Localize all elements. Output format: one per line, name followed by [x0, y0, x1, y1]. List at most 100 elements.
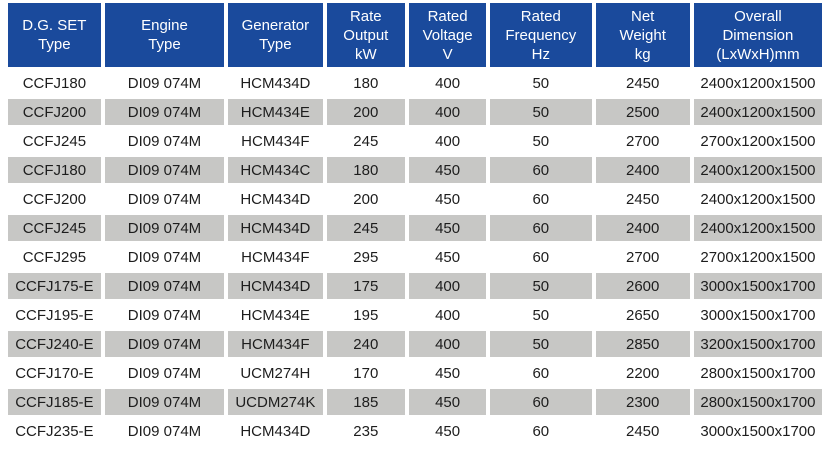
cell-rate-output: 245 [326, 128, 406, 154]
cell-overall-dimension: 2400x1200x1500 [693, 70, 822, 96]
cell-rated-frequency: 50 [490, 302, 592, 328]
cell-rated-voltage: 450 [409, 186, 487, 212]
cell-engine-type: DI09 074M [104, 157, 225, 183]
table-row: CCFJ175-E DI09 074M HCM434D 175 400 50 2… [8, 273, 822, 299]
cell-overall-dimension: 2400x1200x1500 [693, 186, 822, 212]
cell-generator-type: HCM434D [228, 186, 323, 212]
cell-overall-dimension: 2400x1200x1500 [693, 157, 822, 183]
cell-net-weight: 2400 [595, 157, 690, 183]
cell-overall-dimension: 2800x1500x1700 [693, 389, 822, 415]
header-row: D.G. SET Type Engine Type Generator Type… [8, 3, 822, 67]
cell-net-weight: 2300 [595, 389, 690, 415]
column-header-engine-type: Engine Type [104, 3, 225, 67]
cell-generator-type: HCM434F [228, 331, 323, 357]
cell-rate-output: 195 [326, 302, 406, 328]
cell-rated-voltage: 400 [409, 331, 487, 357]
cell-engine-type: DI09 074M [104, 331, 225, 357]
cell-net-weight: 2400 [595, 215, 690, 241]
cell-net-weight: 2450 [595, 418, 690, 444]
cell-rated-frequency: 60 [490, 186, 592, 212]
cell-rate-output: 235 [326, 418, 406, 444]
cell-overall-dimension: 3000x1500x1700 [693, 302, 822, 328]
cell-engine-type: DI09 074M [104, 99, 225, 125]
cell-rate-output: 295 [326, 244, 406, 270]
cell-engine-type: DI09 074M [104, 215, 225, 241]
cell-engine-type: DI09 074M [104, 418, 225, 444]
cell-rated-voltage: 400 [409, 128, 487, 154]
column-header-dg-set-type: D.G. SET Type [8, 3, 101, 67]
cell-engine-type: DI09 074M [104, 128, 225, 154]
cell-dg-set-type: CCFJ185-E [8, 389, 101, 415]
cell-rated-frequency: 50 [490, 273, 592, 299]
cell-rated-frequency: 60 [490, 157, 592, 183]
cell-rated-frequency: 60 [490, 360, 592, 386]
cell-overall-dimension: 3000x1500x1700 [693, 418, 822, 444]
table-row: CCFJ170-E DI09 074M UCM274H 170 450 60 2… [8, 360, 822, 386]
cell-rated-voltage: 450 [409, 360, 487, 386]
cell-generator-type: UCM274H [228, 360, 323, 386]
cell-generator-type: HCM434D [228, 273, 323, 299]
cell-dg-set-type: CCFJ175-E [8, 273, 101, 299]
cell-rated-voltage: 400 [409, 302, 487, 328]
column-header-rate-output: Rate Output kW [326, 3, 406, 67]
table-row: CCFJ240-E DI09 074M HCM434F 240 400 50 2… [8, 331, 822, 357]
cell-rate-output: 200 [326, 99, 406, 125]
table-row: CCFJ245 DI09 074M HCM434F 245 400 50 270… [8, 128, 822, 154]
cell-engine-type: DI09 074M [104, 70, 225, 96]
table-row: CCFJ195-E DI09 074M HCM434E 195 400 50 2… [8, 302, 822, 328]
cell-generator-type: HCM434C [228, 157, 323, 183]
table-row: CCFJ185-E DI09 074M UCDM274K 185 450 60 … [8, 389, 822, 415]
cell-dg-set-type: CCFJ245 [8, 128, 101, 154]
column-header-overall-dimension: Overall Dimension (LxWxH)mm [693, 3, 822, 67]
cell-rated-frequency: 50 [490, 331, 592, 357]
cell-dg-set-type: CCFJ195-E [8, 302, 101, 328]
cell-dg-set-type: CCFJ245 [8, 215, 101, 241]
cell-engine-type: DI09 074M [104, 302, 225, 328]
cell-generator-type: HCM434D [228, 215, 323, 241]
table-body: CCFJ180 DI09 074M HCM434D 180 400 50 245… [8, 70, 822, 444]
cell-dg-set-type: CCFJ180 [8, 157, 101, 183]
cell-overall-dimension: 2700x1200x1500 [693, 244, 822, 270]
cell-generator-type: HCM434D [228, 418, 323, 444]
cell-overall-dimension: 3000x1500x1700 [693, 273, 822, 299]
cell-rated-frequency: 60 [490, 389, 592, 415]
cell-net-weight: 2700 [595, 244, 690, 270]
cell-generator-type: HCM434E [228, 302, 323, 328]
cell-dg-set-type: CCFJ295 [8, 244, 101, 270]
cell-overall-dimension: 2800x1500x1700 [693, 360, 822, 386]
cell-rated-voltage: 450 [409, 157, 487, 183]
cell-generator-type: HCM434E [228, 99, 323, 125]
cell-net-weight: 2850 [595, 331, 690, 357]
cell-rated-voltage: 400 [409, 99, 487, 125]
cell-rated-voltage: 400 [409, 273, 487, 299]
cell-engine-type: DI09 074M [104, 186, 225, 212]
cell-rate-output: 170 [326, 360, 406, 386]
cell-overall-dimension: 2700x1200x1500 [693, 128, 822, 154]
table-row: CCFJ200 DI09 074M HCM434E 200 400 50 250… [8, 99, 822, 125]
table-row: CCFJ295 DI09 074M HCM434F 295 450 60 270… [8, 244, 822, 270]
cell-rated-voltage: 450 [409, 389, 487, 415]
cell-engine-type: DI09 074M [104, 389, 225, 415]
cell-dg-set-type: CCFJ240-E [8, 331, 101, 357]
cell-rated-frequency: 60 [490, 215, 592, 241]
cell-net-weight: 2200 [595, 360, 690, 386]
cell-overall-dimension: 2400x1200x1500 [693, 215, 822, 241]
cell-rate-output: 180 [326, 157, 406, 183]
cell-engine-type: DI09 074M [104, 244, 225, 270]
cell-rate-output: 240 [326, 331, 406, 357]
table-row: CCFJ180 DI09 074M HCM434C 180 450 60 240… [8, 157, 822, 183]
cell-rated-frequency: 50 [490, 99, 592, 125]
cell-generator-type: HCM434F [228, 244, 323, 270]
cell-dg-set-type: CCFJ170-E [8, 360, 101, 386]
cell-rated-voltage: 400 [409, 70, 487, 96]
table-row: CCFJ180 DI09 074M HCM434D 180 400 50 245… [8, 70, 822, 96]
cell-dg-set-type: CCFJ180 [8, 70, 101, 96]
cell-rated-voltage: 450 [409, 215, 487, 241]
cell-rated-voltage: 450 [409, 418, 487, 444]
table-row: CCFJ200 DI09 074M HCM434D 200 450 60 245… [8, 186, 822, 212]
cell-rated-frequency: 60 [490, 418, 592, 444]
cell-generator-type: HCM434D [228, 70, 323, 96]
cell-net-weight: 2600 [595, 273, 690, 299]
cell-rated-voltage: 450 [409, 244, 487, 270]
